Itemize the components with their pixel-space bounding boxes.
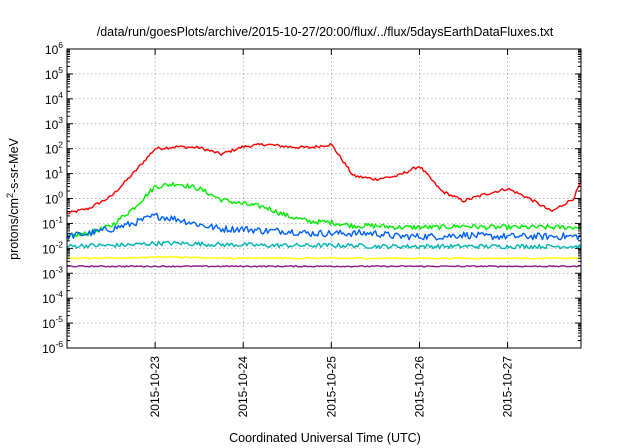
x-axis-label: Coordinated Universal Time (UTC) (229, 431, 421, 445)
y-tick-label-base: 10 (42, 342, 56, 356)
x-tick-label: 2015-10-23 (148, 356, 162, 418)
y-tick-label-exponent: 6 (58, 40, 63, 50)
y-tick-label: 10-6 (42, 339, 63, 356)
y-tick-label: 10-2 (42, 239, 63, 256)
y-tick-label-base: 10 (45, 43, 59, 57)
y-axis-label-suffix: -s-sr-MeV (7, 137, 21, 193)
y-axis-label-prefix: protons/cm (7, 198, 21, 260)
y-tick-label-exponent: -5 (55, 314, 63, 324)
y-axis-label-superscript: 2 (5, 193, 15, 198)
y-tick-label: 101 (45, 165, 63, 182)
x-tick-label: 2015-10-26 (412, 356, 426, 418)
y-tick-label-base: 10 (45, 118, 59, 132)
y-tick-label-exponent: -2 (55, 239, 63, 249)
y-tick-label-base: 10 (45, 168, 59, 182)
y-tick-label-base: 10 (42, 292, 56, 306)
y-tick-label: 104 (45, 90, 63, 107)
y-tick-label: 106 (45, 40, 63, 57)
y-tick-label-base: 10 (42, 217, 56, 231)
series-line-4 (66, 240, 582, 250)
y-tick-label-base: 10 (42, 242, 56, 256)
y-tick-label: 105 (45, 65, 63, 82)
y-tick-label-exponent: 2 (58, 140, 63, 150)
y-tick-label-base: 10 (45, 93, 59, 107)
y-axis-ticks: 10-610-510-410-310-210-11001011021031041… (42, 40, 581, 356)
series-line-3 (66, 212, 582, 241)
y-tick-label: 10-5 (42, 314, 63, 331)
y-tick-label-base: 10 (42, 317, 56, 331)
y-tick-label-exponent: -1 (55, 214, 63, 224)
y-tick-label-exponent: 4 (58, 90, 63, 100)
y-tick-label: 100 (45, 190, 63, 207)
grid (67, 49, 581, 348)
y-tick-label-exponent: 0 (58, 190, 63, 200)
y-tick-label-base: 10 (45, 68, 59, 82)
series-line-6 (67, 265, 582, 268)
y-tick-label-exponent: -4 (55, 289, 63, 299)
y-tick-label: 102 (45, 140, 63, 157)
y-tick-label: 103 (45, 115, 63, 132)
y-tick-label: 10-3 (42, 264, 63, 281)
y-tick-label-exponent: 1 (58, 165, 63, 175)
chart-title: /data/run/goesPlots/archive/2015-10-27/2… (97, 25, 554, 39)
y-tick-label: 10-4 (42, 289, 63, 306)
y-tick-label-base: 10 (42, 267, 56, 281)
x-axis-ticks: 2015-10-23 2015-10-24 2015-10-25 2015-10-26… (148, 49, 515, 418)
x-tick-label: 2015-10-27 (501, 356, 515, 418)
series-line-2 (66, 182, 582, 238)
y-axis-label: protons/cm2-s-sr-MeV (5, 137, 21, 259)
y-tick-label-exponent: -6 (55, 339, 63, 349)
x-tick-label: 2015-10-24 (236, 356, 250, 418)
y-tick-label-base: 10 (45, 143, 59, 157)
series-line-5 (66, 255, 582, 260)
y-tick-label-exponent: -3 (55, 264, 63, 274)
y-tick-label-exponent: 5 (58, 65, 63, 75)
y-tick-label-exponent: 3 (58, 115, 63, 125)
x-tick-label: 2015-10-25 (324, 356, 338, 418)
series-line-1 (66, 142, 582, 215)
y-tick-label: 10-1 (42, 214, 63, 231)
y-tick-label-base: 10 (45, 193, 59, 207)
series-group (66, 142, 582, 268)
